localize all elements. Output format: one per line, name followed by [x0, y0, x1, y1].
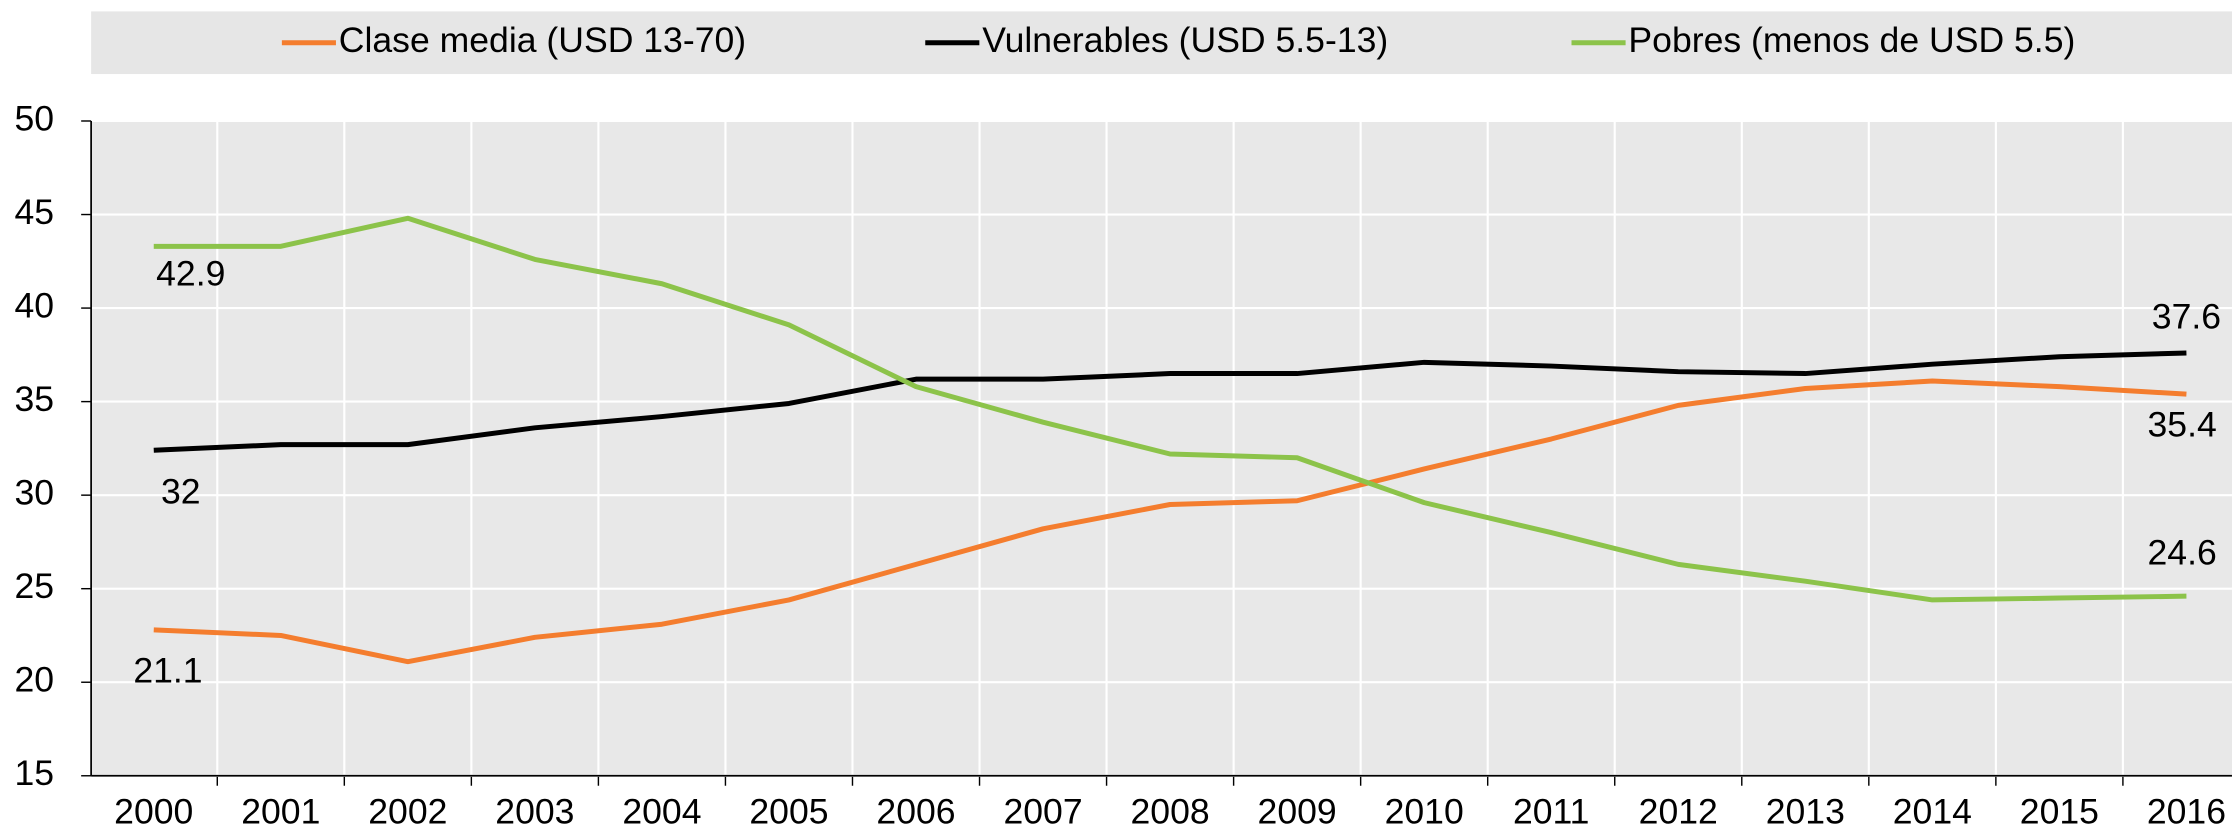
legend-background — [91, 11, 2232, 75]
x-tick-label: 2005 — [749, 792, 828, 832]
y-tick-label: 50 — [15, 98, 55, 138]
series-line — [153, 378, 2187, 665]
x-tick-label: 2000 — [114, 792, 193, 832]
annotation: 35.4 — [2148, 404, 2217, 444]
annotation: 42.9 — [156, 254, 225, 294]
series-line — [153, 350, 2187, 453]
annotation: 21.1 — [133, 651, 202, 691]
annotation: 37.6 — [2152, 296, 2221, 336]
y-tick-label: 20 — [15, 660, 55, 700]
x-tick-label: 2012 — [1639, 792, 1718, 832]
x-tick-label: 2002 — [368, 792, 447, 832]
x-tick-label: 2010 — [1385, 792, 1464, 832]
x-tick-label: 2006 — [876, 792, 955, 832]
x-tick-label: 2001 — [241, 792, 320, 832]
y-tick-label: 25 — [15, 566, 55, 606]
x-tick-label: 2013 — [1766, 792, 1845, 832]
x-tick-label: 2016 — [2147, 792, 2226, 832]
x-tick-label: 2008 — [1131, 792, 1210, 832]
y-tick-label: 15 — [15, 753, 55, 793]
x-tick-label: 2009 — [1258, 792, 1337, 832]
x-tick-label: 2014 — [1893, 792, 1972, 832]
y-tick-label: 30 — [15, 473, 55, 513]
annotation: 24.6 — [2148, 533, 2217, 573]
legend-label: Pobres (menos de USD 5.5) — [1628, 20, 2075, 60]
y-tick-label: 35 — [15, 379, 55, 419]
annotation: 32 — [161, 471, 201, 511]
series-line — [153, 215, 2187, 603]
x-tick-label: 2003 — [495, 792, 574, 832]
x-tick-label: 2011 — [1513, 792, 1590, 832]
legend-label: Clase media (USD 13-70) — [339, 20, 746, 60]
y-tick-label: 40 — [15, 285, 55, 325]
x-tick-label: 2007 — [1003, 792, 1082, 832]
x-tick-label: 2015 — [2020, 792, 2099, 832]
y-tick-label: 45 — [15, 192, 55, 232]
x-tick-label: 2004 — [622, 792, 701, 832]
legend-label: Vulnerables (USD 5.5-13) — [982, 20, 1388, 60]
